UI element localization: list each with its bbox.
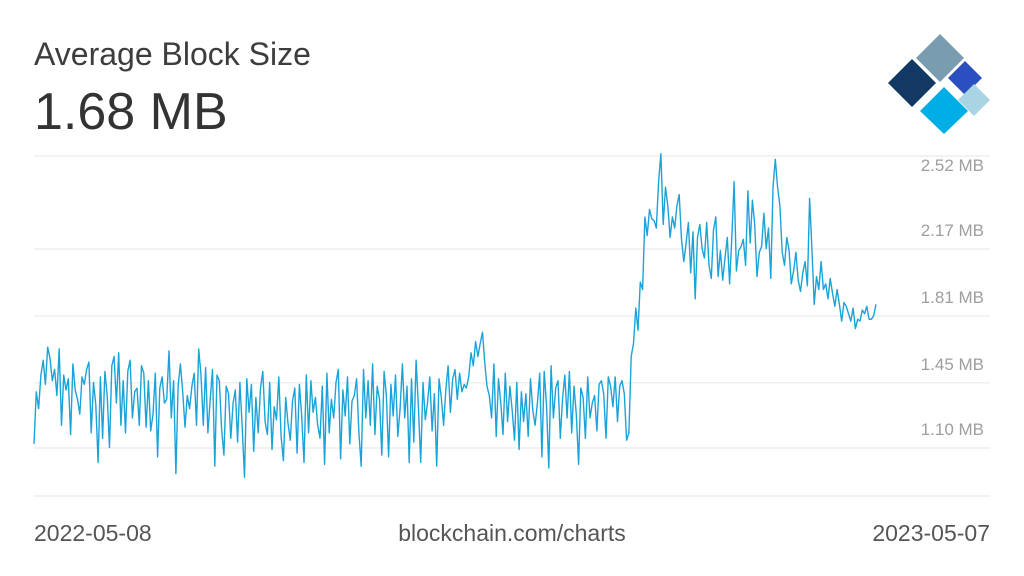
current-value: 1.68 MB xyxy=(34,83,228,141)
grid-lines xyxy=(34,155,990,497)
logo-tile-top xyxy=(916,34,964,82)
end-date-label: 2023-05-07 xyxy=(872,520,990,546)
chart-title: Average Block Size xyxy=(34,36,311,72)
source-link[interactable]: blockchain.com/charts xyxy=(398,520,626,546)
logo-tile-left xyxy=(888,59,936,107)
series-line xyxy=(33,153,877,479)
y-tick-label: 1.10 MB xyxy=(921,420,984,439)
logo-tile-bottom xyxy=(920,87,968,134)
y-tick-label: 2.52 MB xyxy=(921,156,984,175)
start-date-label: 2022-05-08 xyxy=(34,520,152,546)
y-axis-ticks: 2.52 MB 2.17 MB 1.81 MB 1.45 MB 1.10 MB xyxy=(921,156,984,439)
y-tick-label: 2.17 MB xyxy=(921,221,984,240)
blockchain-logo-icon xyxy=(888,34,990,134)
logo-tile-far-right xyxy=(958,84,990,116)
y-tick-label: 1.45 MB xyxy=(921,355,984,374)
y-tick-label: 1.81 MB xyxy=(921,288,984,307)
